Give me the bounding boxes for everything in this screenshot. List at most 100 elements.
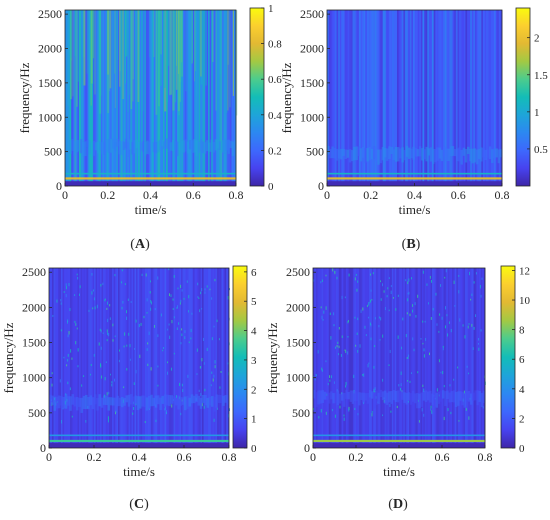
spectrogram-streak [132, 10, 134, 80]
spectrogram-streak [218, 268, 221, 448]
spectrogram-streak [324, 268, 327, 448]
spectrogram-fleck [228, 408, 230, 412]
spectrogram-streak [174, 10, 177, 103]
spectrogram-fleck [336, 345, 338, 348]
frequency-band [407, 392, 411, 401]
spectrogram-fleck [51, 383, 53, 387]
frequency-band [469, 393, 473, 405]
spectrogram-fleck [67, 334, 69, 338]
spectrogram-fleck [67, 319, 69, 323]
spectrogram-streak [101, 268, 104, 448]
spectrogram-fleck [128, 332, 130, 336]
spectrogram-streak [187, 268, 189, 448]
spectrogram-streak [343, 268, 345, 448]
spectrogram-streak [457, 268, 460, 448]
frequency-band [348, 149, 352, 163]
spectrogram-streak [234, 10, 237, 186]
frequency-band [112, 138, 115, 149]
spectrogram-fleck [147, 342, 149, 345]
spectrogram-streak [163, 10, 166, 88]
colorbar-gradient [500, 265, 516, 449]
spectrogram-streak [195, 10, 198, 97]
colorbar-tick-label: 0.6 [268, 74, 282, 86]
spectrogram-fleck [400, 383, 402, 387]
frequency-band [67, 140, 70, 154]
spectrogram-fleck [478, 347, 480, 351]
frequency-band [375, 149, 378, 162]
frequency-band [464, 148, 468, 163]
spectrogram-streak [133, 268, 135, 448]
frequency-band [410, 148, 413, 159]
spectrogram-streak [132, 10, 134, 102]
colorbar-A: 0 0.2 0.4 0.6 0.8 1 [249, 3, 282, 193]
frequency-band [156, 140, 160, 153]
spectrogram-fleck [157, 334, 159, 338]
frequency-band [366, 392, 370, 404]
spectrogram-fleck [444, 276, 446, 279]
frequency-band [453, 149, 457, 157]
spectrogram-fleck [70, 349, 72, 353]
spectrogram-streak [162, 10, 165, 186]
spectrogram-fleck [479, 284, 481, 289]
spectrogram-fleck [184, 336, 186, 340]
frequency-band [338, 393, 342, 404]
frequency-band [201, 141, 205, 154]
spectrogram-streak [409, 10, 412, 186]
spectrogram-fleck [148, 331, 150, 335]
frequency-band [427, 148, 431, 156]
spectrogram-fleck [387, 287, 389, 290]
spectrogram-streak [217, 268, 219, 448]
spectrogram-fleck [65, 294, 67, 298]
spectrogram-streak [61, 268, 63, 448]
spectrogram-streak [483, 268, 486, 448]
spectrogram-streak [185, 10, 187, 92]
panel-caption: (D) [388, 497, 408, 512]
spectrogram-streak [471, 10, 474, 186]
spectrogram-fleck [374, 390, 376, 393]
spectrogram-streak [400, 268, 403, 448]
spectrogram-streak [127, 10, 130, 113]
frequency-band [199, 139, 203, 151]
colorbar-tick-label: 4 [519, 384, 525, 396]
y-tick-label: 1500 [22, 336, 46, 350]
spectrogram-streak [158, 268, 161, 448]
spectrogram-streak [390, 10, 393, 186]
spectrogram-fleck [202, 337, 204, 342]
spectrogram-fleck [320, 409, 322, 413]
spectrogram-fleck [428, 302, 430, 305]
spectrogram-fleck [108, 391, 110, 395]
frequency-band [76, 397, 79, 411]
spectrogram-fleck [386, 295, 388, 298]
spectrogram-fleck [146, 312, 148, 314]
spectrogram-fleck [334, 271, 336, 275]
spectrogram-fleck [65, 285, 67, 290]
spectrogram-streak [148, 10, 151, 58]
spectrogram-fleck [475, 314, 477, 318]
spectrogram-fleck [331, 408, 333, 412]
spectrogram-streak [397, 268, 400, 448]
frequency-band [145, 397, 149, 411]
spectrogram-streak [65, 268, 68, 448]
panel-letter: D [393, 497, 403, 512]
frequency-band [114, 142, 117, 152]
frequency-band [105, 139, 109, 152]
spectrogram-fleck [336, 389, 338, 392]
spectrogram-fleck [166, 412, 168, 415]
spectrogram-streak [89, 268, 92, 448]
frequency-band [69, 140, 72, 154]
frequency-band [163, 141, 166, 149]
spectrogram-fleck [77, 365, 79, 368]
frequency-band [394, 390, 398, 402]
spectrogram-fleck [372, 272, 374, 275]
spectrogram-fleck [366, 304, 368, 308]
spectrogram-streak [452, 10, 455, 186]
spectrogram-fleck [71, 415, 73, 418]
spectrogram-streak [465, 10, 468, 186]
frequency-band [349, 390, 352, 402]
spectrogram-fleck [408, 291, 410, 295]
spectrogram-fleck [74, 320, 76, 324]
colorbar-gradient [515, 7, 531, 187]
spectrogram-streak [355, 10, 358, 186]
frequency-band [480, 147, 483, 162]
frequency-band [107, 397, 111, 411]
